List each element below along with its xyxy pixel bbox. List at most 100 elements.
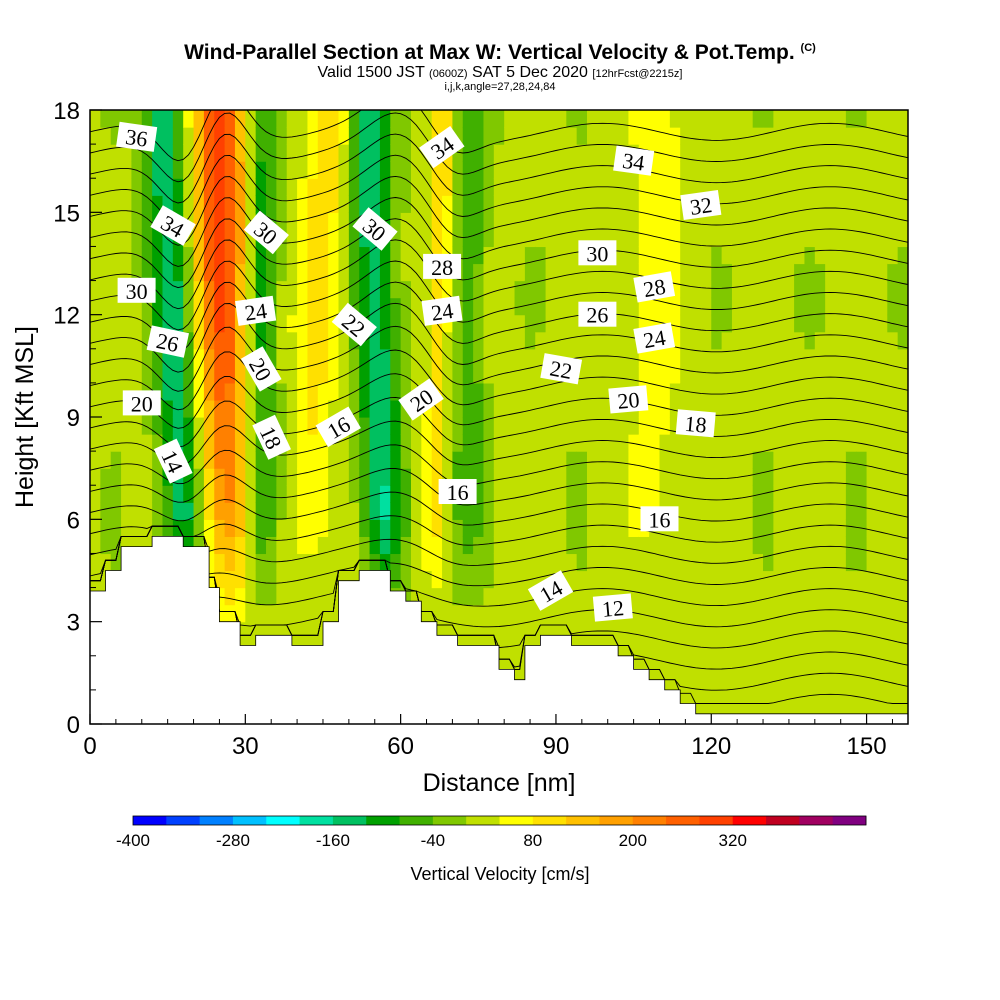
w-cell: [638, 451, 650, 469]
w-cell: [690, 399, 702, 418]
w-cell: [234, 127, 246, 145]
w-cell: [835, 536, 847, 555]
w-cell: [442, 587, 454, 606]
w-cell: [545, 604, 557, 623]
w-cell: [763, 587, 774, 606]
w-cell: [110, 434, 122, 452]
w-cell: [535, 468, 547, 486]
w-cell: [794, 127, 806, 145]
w-cell: [266, 314, 277, 333]
w-cell: [628, 195, 640, 213]
w-cell: [400, 212, 412, 230]
w-cell: [100, 365, 112, 384]
w-cell: [410, 348, 422, 367]
w-cell: [141, 348, 153, 367]
w-cell: [814, 519, 826, 537]
w-cell: [379, 399, 391, 418]
w-cell: [514, 110, 526, 128]
w-cell: [742, 655, 754, 674]
w-cell: [804, 314, 816, 333]
w-cell: [462, 399, 474, 418]
w-cell: [276, 127, 288, 145]
theta-label: 20: [608, 385, 649, 414]
w-cell: [835, 638, 847, 657]
w-cell: [587, 348, 598, 367]
w-cell: [794, 161, 806, 179]
w-cell: [504, 263, 516, 282]
w-cell: [897, 161, 908, 179]
w-cell: [255, 621, 267, 640]
w-cell: [659, 468, 671, 486]
w-cell: [773, 638, 785, 657]
w-cell: [566, 502, 578, 520]
w-cell: [110, 348, 122, 367]
w-cell: [649, 246, 661, 265]
w-cell: [483, 382, 495, 401]
w-cell: [410, 178, 422, 196]
w-cell: [856, 382, 868, 401]
w-cell: [421, 365, 433, 384]
w-cell: [866, 434, 878, 452]
w-cell: [100, 519, 112, 537]
w-cell: [763, 638, 774, 657]
w-cell: [680, 399, 692, 418]
w-cell: [845, 621, 857, 640]
w-cell: [359, 536, 371, 555]
w-cell: [297, 348, 309, 367]
w-cell: [297, 263, 309, 282]
w-cell: [431, 519, 443, 537]
w-cell: [763, 178, 774, 196]
w-cell: [856, 212, 868, 230]
w-cell: [121, 502, 133, 520]
w-cell: [90, 280, 101, 299]
theta-label-box: [146, 325, 189, 358]
w-cell: [286, 348, 298, 367]
w-cell: [897, 212, 908, 230]
w-cell: [504, 144, 516, 162]
w-cell: [328, 110, 340, 128]
w-cell: [638, 587, 650, 606]
w-cell: [379, 110, 391, 128]
w-cell: [245, 382, 257, 401]
w-cell: [162, 417, 174, 435]
w-cell: [752, 553, 764, 572]
w-cell: [587, 468, 598, 486]
w-cell: [649, 348, 661, 367]
w-cell: [804, 110, 816, 128]
w-cell: [794, 399, 806, 418]
w-cell: [794, 587, 806, 606]
w-cell: [535, 161, 547, 179]
w-cell: [297, 519, 309, 537]
w-cell: [100, 553, 112, 572]
w-cell: [555, 399, 567, 418]
colorbar-swatch: [332, 816, 367, 825]
w-cell: [255, 178, 267, 196]
w-cell: [690, 280, 702, 299]
w-cell: [731, 689, 743, 708]
x-axis-label: Distance [nm]: [423, 769, 576, 797]
w-cell: [121, 144, 133, 162]
w-cell: [742, 348, 754, 367]
w-cell: [141, 451, 153, 469]
w-cell: [638, 212, 650, 230]
w-cell: [669, 451, 681, 469]
w-cell: [742, 434, 754, 452]
w-cell: [555, 178, 567, 196]
w-cell: [203, 161, 215, 179]
w-cell: [286, 485, 298, 503]
w-cell: [763, 417, 774, 435]
w-cell: [825, 451, 837, 469]
w-cell: [659, 417, 671, 435]
w-cell: [887, 348, 899, 367]
w-cell: [566, 468, 578, 486]
w-cell: [721, 263, 733, 282]
w-cell: [493, 587, 505, 606]
w-cell: [90, 382, 101, 401]
w-cell: [752, 212, 764, 230]
w-cell: [390, 178, 402, 196]
w-cell: [773, 178, 785, 196]
w-cell: [121, 212, 133, 230]
w-cell: [618, 468, 630, 486]
w-cell: [897, 297, 908, 316]
w-cell: [400, 365, 412, 384]
